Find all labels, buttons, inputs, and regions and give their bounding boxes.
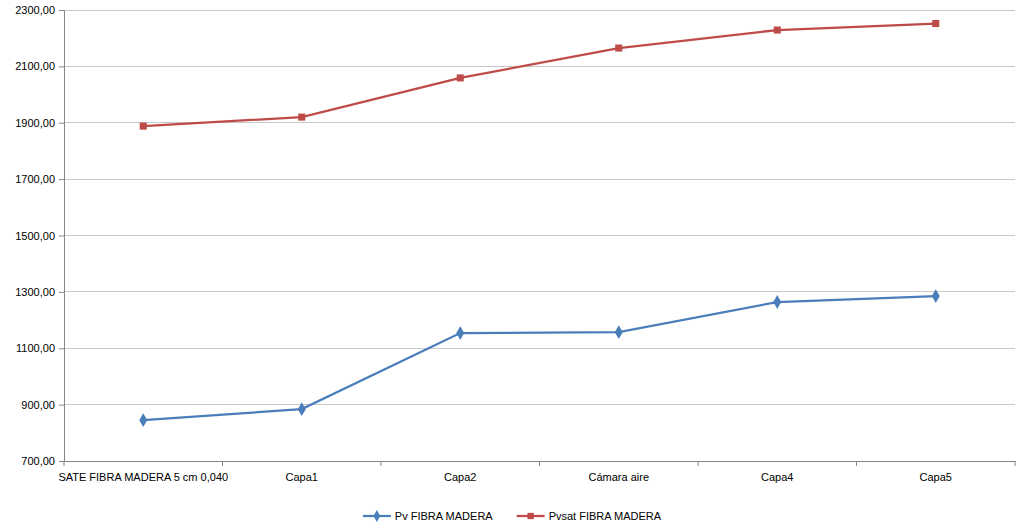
series-marker [456, 326, 464, 340]
y-tick: 1100,00 [16, 342, 64, 354]
chart: 700,00 900,00 1100,00 1300,00 1500,00 1700,00… [0, 0, 1024, 528]
y-tick-label: 1700,00 [15, 173, 55, 185]
grid-line [64, 348, 1015, 349]
x-tick-label: SATE FIBRA MADERA 5 cm 0,040 [58, 471, 228, 483]
grid-line [64, 10, 1015, 11]
x-separator [1015, 461, 1016, 466]
series-marker [139, 413, 147, 427]
x-separator [64, 461, 65, 466]
legend-marker [527, 513, 533, 519]
legend-item: Pv FIBRA MADERA [363, 510, 493, 522]
series-marker [457, 74, 464, 81]
x-separator [539, 461, 540, 466]
y-axis-line [59, 11, 65, 462]
y-tick-mark [59, 292, 64, 293]
y-tick-mark [59, 66, 64, 67]
series-marker [140, 123, 147, 130]
grid-line [64, 66, 1015, 67]
y-tick-label: 1100,00 [16, 342, 55, 354]
series-marker [298, 402, 306, 416]
x-tick-label: Capa4 [761, 471, 793, 483]
x-tick: Capa5 [920, 461, 952, 483]
legend: Pv FIBRA MADERA Pvsat FIBRA MADERA [363, 510, 662, 522]
legend-marker [373, 510, 380, 522]
y-tick-mark [59, 123, 64, 124]
series-marker [774, 26, 781, 33]
x-separator [381, 461, 382, 466]
grid [64, 10, 1015, 461]
series-marker [773, 295, 781, 309]
y-tick: 2100,00 [15, 60, 64, 72]
x-tick: Capa2 [444, 461, 476, 483]
legend-label: Pvsat FIBRA MADERA [549, 510, 662, 522]
x-tick-label: Capa1 [286, 471, 318, 483]
y-tick: 1500,00 [15, 230, 64, 242]
x-tick-label: Capa5 [920, 471, 952, 483]
plot-area: 700,00 900,00 1100,00 1300,00 1500,00 1700,00… [15, 4, 1015, 483]
series-line [143, 24, 936, 127]
y-tick-label: 1500,00 [15, 230, 55, 242]
y-tick: 2300,00 [15, 4, 64, 16]
x-axis: SATE FIBRA MADERA 5 cm 0,040 Capa1 Capa2 Cá… [58, 461, 1015, 483]
y-axis: 700,00 900,00 1100,00 1300,00 1500,00 1700,00… [15, 4, 64, 467]
y-tick: 1900,00 [15, 117, 64, 129]
legend-label: Pv FIBRA MADERA [395, 510, 493, 522]
y-tick-mark [59, 348, 64, 349]
series-marker [615, 45, 622, 52]
y-tick-mark [59, 179, 64, 180]
x-separators [64, 461, 1015, 466]
x-separator [222, 461, 223, 466]
y-tick-mark [59, 10, 64, 11]
y-tick-mark [59, 461, 64, 462]
x-separator [698, 461, 699, 466]
x-tick-label: Capa2 [444, 471, 476, 483]
y-tick-mark [59, 405, 64, 406]
y-tick-label: 900,00 [21, 399, 55, 411]
series-marker [932, 20, 939, 27]
grid-line [64, 179, 1015, 180]
y-tick-mark [59, 236, 64, 237]
x-tick: Capa1 [286, 461, 318, 483]
x-separator [856, 461, 857, 466]
y-tick-label: 1300,00 [15, 286, 55, 298]
y-tick: 900,00 [21, 399, 64, 411]
y-tick-label: 1900,00 [15, 117, 55, 129]
x-tick: SATE FIBRA MADERA 5 cm 0,040 [58, 461, 228, 483]
series-group [139, 20, 939, 427]
grid-line [64, 235, 1015, 236]
y-tick: 700,00 [21, 455, 64, 467]
series-line [143, 296, 936, 420]
x-tick: Capa4 [761, 461, 793, 483]
y-tick-label: 2300,00 [15, 4, 55, 16]
y-tick-label: 2100,00 [15, 60, 55, 72]
y-tick: 1700,00 [15, 173, 64, 185]
y-tick-label: 700,00 [21, 455, 55, 467]
series-marker [615, 325, 623, 339]
legend-item: Pvsat FIBRA MADERA [517, 510, 662, 522]
y-tick: 1300,00 [15, 286, 64, 298]
grid-line [64, 291, 1015, 292]
series-marker [298, 114, 305, 121]
x-tick: Cámara aire [588, 461, 649, 483]
grid-line [64, 404, 1015, 405]
series-marker [932, 289, 940, 303]
x-tick-label: Cámara aire [588, 471, 649, 483]
